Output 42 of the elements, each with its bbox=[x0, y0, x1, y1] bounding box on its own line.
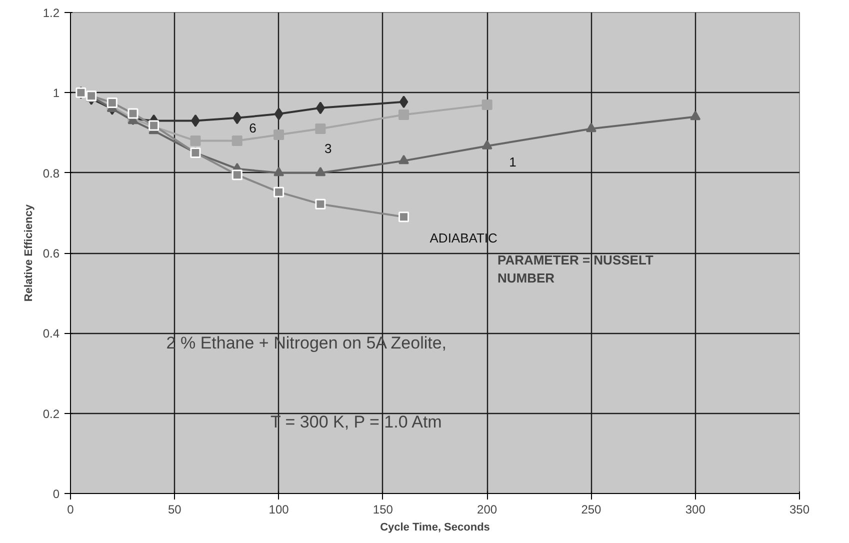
annotation: PARAMETER = NUSSELT NUMBER bbox=[497, 252, 654, 286]
point bbox=[274, 108, 284, 120]
point bbox=[274, 166, 284, 176]
point bbox=[106, 97, 118, 108]
point bbox=[232, 136, 242, 146]
point bbox=[482, 99, 492, 110]
point bbox=[315, 166, 326, 176]
point bbox=[232, 112, 242, 124]
point bbox=[315, 198, 326, 210]
x-tick-label: 150 bbox=[372, 502, 394, 516]
series-label: 6 bbox=[249, 120, 256, 136]
point bbox=[398, 154, 410, 164]
y-tick-label: 1 bbox=[52, 86, 60, 100]
series-label: 3 bbox=[324, 141, 332, 156]
x-tick-label: 200 bbox=[477, 502, 498, 516]
x-tick-label: 350 bbox=[789, 502, 810, 516]
y-tick-label: 1.2 bbox=[42, 6, 60, 20]
y-tick-label: 0.2 bbox=[42, 406, 60, 421]
x-tick-label: 300 bbox=[685, 502, 706, 516]
point bbox=[190, 136, 201, 146]
point bbox=[398, 109, 410, 120]
y-tick-label: 0 bbox=[52, 487, 60, 501]
point bbox=[399, 96, 408, 108]
point bbox=[586, 122, 596, 132]
point bbox=[232, 170, 242, 180]
y-tick-label: 0.8 bbox=[42, 166, 60, 180]
point bbox=[128, 108, 138, 119]
x-tick-label: 250 bbox=[581, 502, 602, 516]
x-tick-label: 0 bbox=[67, 502, 74, 516]
x-axis-title: Cycle Time, Seconds bbox=[380, 522, 490, 534]
point bbox=[274, 130, 284, 140]
point bbox=[274, 186, 284, 198]
point bbox=[315, 123, 326, 134]
y-tick-label: 0.4 bbox=[42, 326, 60, 341]
point bbox=[482, 140, 492, 150]
y-tick-label: 0.6 bbox=[42, 246, 60, 260]
point bbox=[690, 110, 701, 120]
x-tick-label: 50 bbox=[168, 502, 182, 516]
series-label: 1 bbox=[509, 154, 516, 170]
y-axis-title: Relative Efficiency bbox=[22, 204, 35, 302]
point bbox=[398, 212, 410, 222]
x-tick-label: 100 bbox=[268, 502, 290, 516]
